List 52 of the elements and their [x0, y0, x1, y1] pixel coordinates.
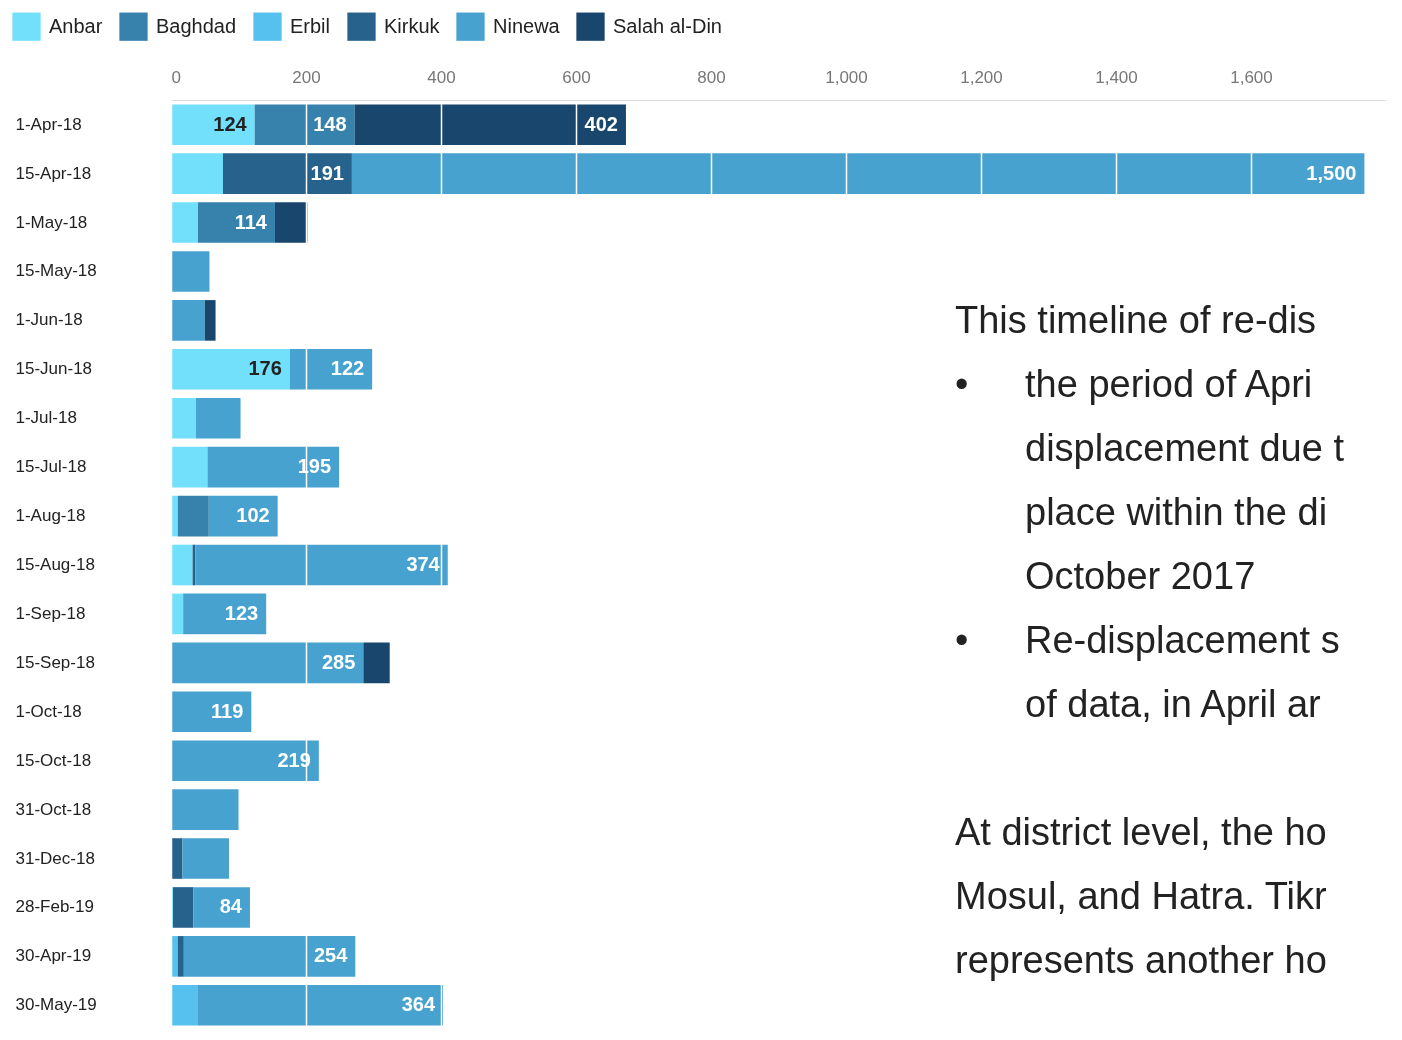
y-tick-label: 15-Aug-18	[15, 555, 95, 574]
data-label: 254	[313, 944, 349, 967]
x-tick-label: 1,000	[825, 67, 868, 87]
y-tick-label: 30-Apr-19	[15, 946, 92, 966]
y-tick-label: 15-Sep-18	[15, 652, 95, 672]
x-tick-label: 800	[697, 67, 726, 87]
y-tick-label: 15-Jun-18	[15, 359, 93, 379]
y-tick-label: 1-Oct-18	[15, 701, 82, 721]
data-label: 148	[313, 112, 347, 135]
legend-label: Baghdad	[156, 14, 237, 37]
y-tick-label: 15-Jul-18	[15, 457, 87, 477]
legend-label: Erbil	[290, 14, 331, 37]
data-label: 119	[211, 699, 244, 722]
y-tick-label: 15-Apr-18	[15, 163, 92, 183]
y-tick-label: 1-Aug-18	[15, 506, 86, 526]
data-label: 122	[330, 357, 365, 380]
x-tick-label: 400	[427, 67, 456, 87]
data-label: 176	[248, 357, 282, 380]
x-tick-label: 1,200	[960, 67, 1003, 87]
data-label: 1,500	[1306, 161, 1357, 184]
x-tick-label: 0	[171, 67, 181, 87]
y-tick-label: 1-May-18	[15, 212, 88, 232]
annotation: This timeline of re-dis • the period of Apri displacement due t place within the di October 2017 • Re-displacement s of data, in April ar	[955, 298, 1344, 727]
y-tick-label: 15-Oct-18	[15, 750, 92, 770]
data-label: 114	[234, 210, 268, 233]
data-label: 402	[584, 112, 618, 135]
data-label: 102	[236, 504, 270, 527]
data-label: 124	[213, 112, 248, 135]
y-tick-label: 30-May-19	[15, 995, 97, 1015]
data-label: 84	[219, 895, 243, 918]
y-tick-label: 1-Jun-18	[15, 310, 83, 330]
legend-label: Kirkuk	[384, 14, 441, 37]
x-tick-label: 600	[562, 67, 591, 87]
x-tick-label: 1,400	[1095, 67, 1138, 87]
y-tick-label: 28-Feb-19	[15, 897, 94, 917]
data-label: 123	[224, 601, 259, 624]
y-tick-label: 1-Sep-18	[15, 603, 86, 623]
y-tick-label: 1-Jul-18	[15, 408, 77, 428]
y-tick-label: 31-Oct-18	[15, 799, 92, 819]
legend-label: Ninewa	[493, 14, 561, 37]
legend-label: Anbar	[49, 14, 103, 37]
y-tick-label: 15-May-18	[15, 261, 97, 281]
data-label: 374	[406, 553, 441, 575]
data-label: 285	[322, 650, 356, 673]
x-tick-label: 1,600	[1230, 67, 1273, 87]
data-label: 191	[310, 161, 344, 184]
y-tick-label: 31-Dec-18	[15, 848, 95, 868]
x-tick-label: 200	[292, 67, 321, 87]
annotation: At district level, the ho Mosul, and Hatra. Tikr represents another ho	[955, 810, 1328, 983]
legend-label: Salah al-Din	[613, 14, 722, 37]
y-tick-label: 1-Apr-18	[15, 114, 82, 134]
data-label: 364	[401, 993, 436, 1016]
